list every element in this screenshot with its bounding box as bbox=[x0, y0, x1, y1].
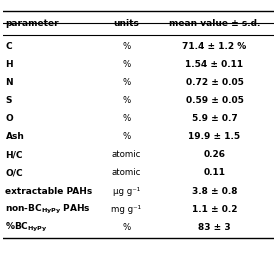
Text: atomic: atomic bbox=[112, 150, 141, 159]
Text: O: O bbox=[6, 114, 13, 123]
Text: %: % bbox=[122, 223, 130, 232]
Text: 0.59 ± 0.05: 0.59 ± 0.05 bbox=[186, 96, 243, 105]
Text: C: C bbox=[6, 42, 12, 51]
Text: N: N bbox=[6, 78, 13, 87]
Text: 3.8 ± 0.8: 3.8 ± 0.8 bbox=[192, 187, 237, 196]
Text: units: units bbox=[113, 19, 139, 28]
Text: μg g⁻¹: μg g⁻¹ bbox=[113, 187, 140, 196]
Text: atomic: atomic bbox=[112, 169, 141, 178]
Text: Ash: Ash bbox=[6, 132, 24, 141]
Text: mean value ± s.d.: mean value ± s.d. bbox=[169, 19, 260, 28]
Text: 0.26: 0.26 bbox=[204, 150, 225, 159]
Text: %: % bbox=[122, 132, 130, 141]
Text: %BC$_{\mathbf{HyPy}}$: %BC$_{\mathbf{HyPy}}$ bbox=[6, 221, 48, 234]
Text: 71.4 ± 1.2 %: 71.4 ± 1.2 % bbox=[182, 42, 247, 51]
Text: %: % bbox=[122, 96, 130, 105]
Text: 1.54 ± 0.11: 1.54 ± 0.11 bbox=[185, 60, 243, 69]
Text: %: % bbox=[122, 114, 130, 123]
Text: %: % bbox=[122, 60, 130, 69]
Text: %: % bbox=[122, 78, 130, 87]
Text: mg g⁻¹: mg g⁻¹ bbox=[111, 205, 141, 214]
Text: H: H bbox=[6, 60, 13, 69]
Text: parameter: parameter bbox=[6, 19, 59, 28]
Text: 0.11: 0.11 bbox=[204, 169, 225, 178]
Text: 1.1 ± 0.2: 1.1 ± 0.2 bbox=[192, 205, 237, 214]
Text: O/C: O/C bbox=[6, 169, 23, 178]
Text: H/C: H/C bbox=[6, 150, 23, 159]
Text: %: % bbox=[122, 42, 130, 51]
Text: 83 ± 3: 83 ± 3 bbox=[198, 223, 231, 232]
Text: extractable PAHs: extractable PAHs bbox=[6, 187, 93, 196]
Text: S: S bbox=[6, 96, 12, 105]
Text: 19.9 ± 1.5: 19.9 ± 1.5 bbox=[188, 132, 240, 141]
Text: 5.9 ± 0.7: 5.9 ± 0.7 bbox=[192, 114, 237, 123]
Text: 0.72 ± 0.05: 0.72 ± 0.05 bbox=[186, 78, 243, 87]
Text: non-BC$_{\mathbf{HyPy}}$ PAHs: non-BC$_{\mathbf{HyPy}}$ PAHs bbox=[6, 203, 91, 216]
